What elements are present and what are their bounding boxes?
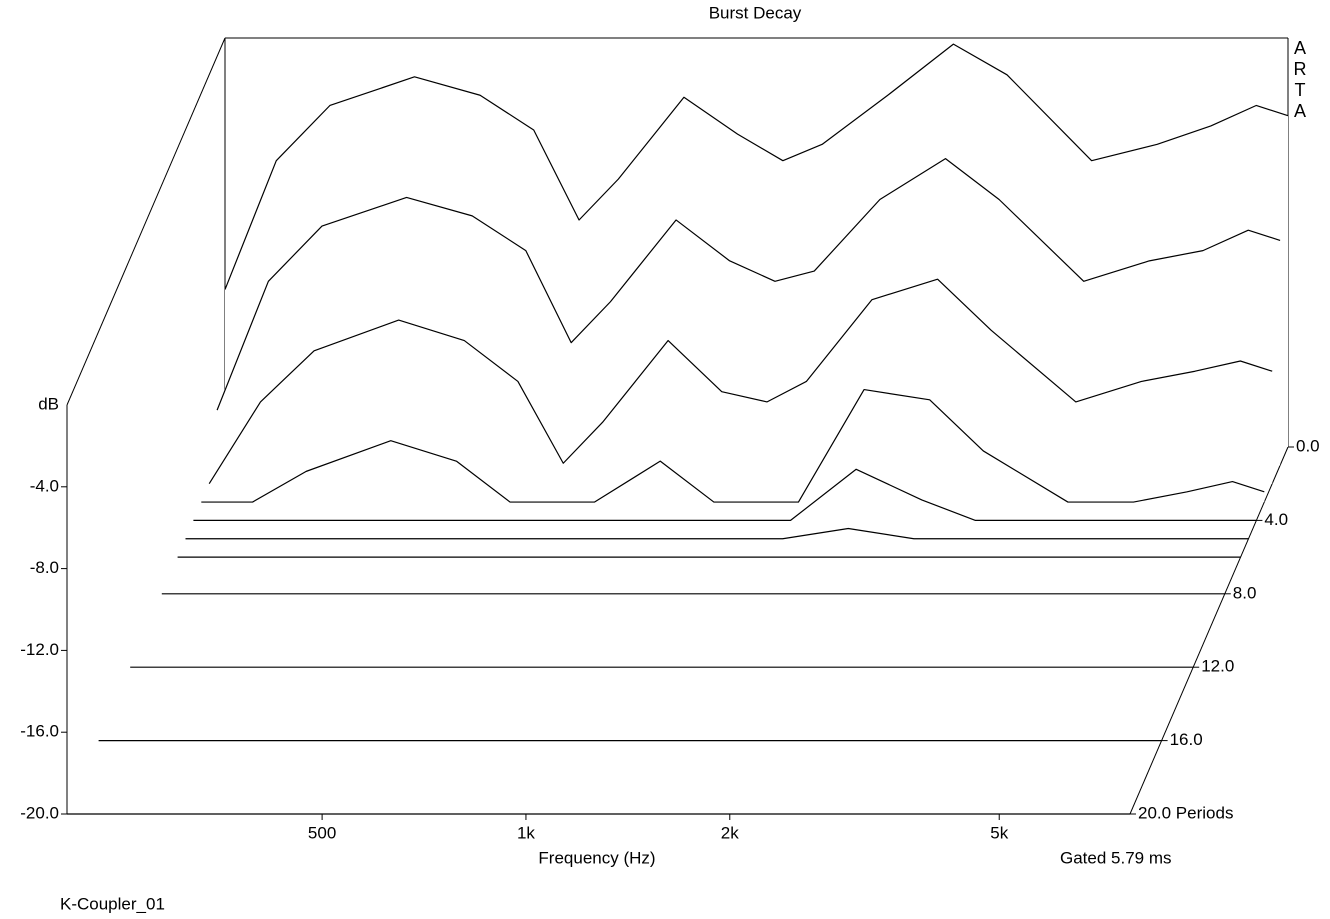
- footer: K-Coupler_01: [60, 894, 165, 913]
- y-tick-label: -20.0: [20, 803, 59, 822]
- frame-edge: [66, 37, 226, 406]
- slice-line: [185, 527, 1249, 540]
- x-tick-label: 1k: [517, 823, 535, 842]
- slice-fill: [201, 389, 1265, 503]
- x-axis-label: Frequency (Hz): [538, 848, 655, 867]
- brand: ARTA: [1290, 38, 1310, 122]
- z-tick-label: 12.0: [1201, 657, 1234, 676]
- y-axis-label: dB: [38, 394, 59, 413]
- slice-fill: [209, 279, 1273, 484]
- y-tick-label: -4.0: [30, 476, 59, 495]
- y-tick-label: -16.0: [20, 722, 59, 741]
- z-tick-label: 0.0: [1296, 436, 1320, 455]
- slice-line: [224, 43, 1289, 290]
- slice-line: [216, 158, 1281, 411]
- x-tick-label: 5k: [990, 823, 1008, 842]
- gate-note: Gated 5.79 ms: [1060, 848, 1172, 867]
- y-tick-label: -8.0: [30, 558, 59, 577]
- z-tick-label: 8.0: [1233, 583, 1257, 602]
- slice-line: [193, 468, 1257, 522]
- y-tick-label: -12.0: [20, 640, 59, 659]
- z-tick-label: 20.0 Periods: [1138, 803, 1233, 822]
- slice-fill: [185, 528, 1249, 539]
- z-tick-label: 16.0: [1170, 730, 1203, 749]
- chart-title: Burst Decay: [709, 3, 802, 22]
- slice-line: [208, 278, 1273, 485]
- z-axis: [1129, 446, 1289, 815]
- x-tick-label: 2k: [721, 823, 739, 842]
- slice-line: [201, 388, 1265, 503]
- z-tick-label: 4.0: [1264, 510, 1288, 529]
- x-tick-label: 500: [308, 823, 336, 842]
